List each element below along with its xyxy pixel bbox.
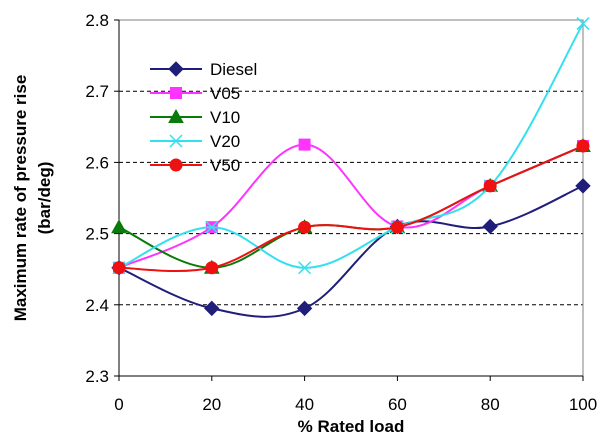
legend-marker [168, 61, 184, 77]
y-tick-label: 2.3 [85, 367, 109, 386]
series-v20 [112, 17, 590, 275]
gridlines [119, 90, 583, 306]
series-v50 [112, 139, 590, 275]
series-line [118, 143, 584, 269]
axes: 2.3 2.4 2.5 2.6 2.7 2.8 0 20 40 60 80 100 [85, 11, 597, 414]
data-point [112, 261, 126, 275]
data-point [205, 220, 219, 234]
legend-marker [170, 87, 182, 99]
data-point [298, 261, 312, 275]
series-line [118, 23, 584, 269]
legend-marker [169, 134, 183, 148]
y-axis-title-line2: (bar/deg) [35, 162, 54, 235]
y-tick-label: 2.6 [85, 153, 109, 172]
series-diesel [111, 178, 591, 318]
data-point [111, 219, 127, 234]
legend-label: V20 [210, 132, 240, 151]
legend-item: V05 [150, 84, 240, 103]
legend-label: Diesel [210, 60, 257, 79]
legend-marker [168, 108, 184, 123]
data-point [296, 300, 313, 317]
legend-item: Diesel [150, 60, 257, 79]
data-point [576, 139, 590, 153]
data-point [390, 220, 404, 234]
y-axis-title-line1: Maximum rate of pressure rise [11, 75, 30, 322]
data-point [575, 178, 591, 194]
legend-marker [169, 158, 183, 172]
x-tick-label: 80 [481, 395, 500, 414]
legend-label: V10 [210, 108, 240, 127]
x-tick-label: 100 [569, 395, 597, 414]
data-point [482, 218, 498, 235]
legend-label: V05 [210, 84, 240, 103]
series-lines [111, 17, 591, 318]
legend-item: V50 [150, 156, 240, 175]
x-tick-label: 20 [202, 395, 221, 414]
legend-item: V20 [150, 132, 240, 151]
data-point [483, 179, 497, 193]
data-point [204, 300, 220, 317]
x-tick-label: 40 [295, 395, 314, 414]
series-line [118, 184, 584, 318]
plot-area [118, 19, 584, 377]
data-point [298, 138, 311, 151]
y-tick-label: 2.8 [85, 11, 109, 30]
y-tick-label: 2.7 [85, 82, 109, 101]
x-tick-label: 60 [388, 395, 407, 414]
legend: Diesel V05 V10 V20 V50 [150, 60, 257, 175]
y-tick-label: 2.5 [85, 225, 109, 244]
x-axis-title: % Rated load [298, 417, 405, 436]
legend-item: V10 [150, 108, 240, 127]
x-tick-label: 0 [114, 395, 123, 414]
data-point [298, 220, 312, 234]
data-point [576, 17, 590, 31]
data-point [205, 261, 219, 275]
y-tick-label: 2.4 [85, 296, 109, 315]
legend-label: V50 [210, 156, 240, 175]
